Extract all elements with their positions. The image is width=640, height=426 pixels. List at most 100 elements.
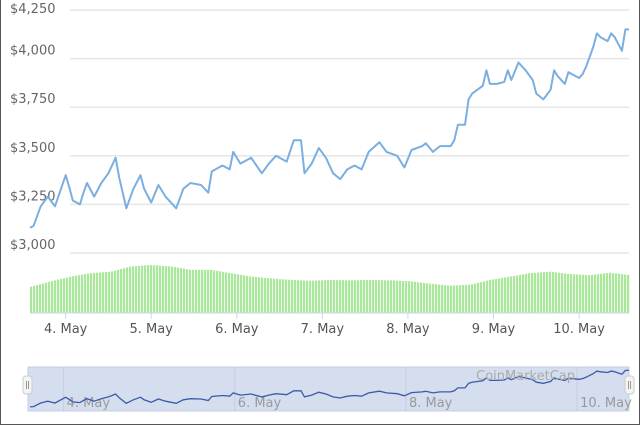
volume-bar	[597, 274, 600, 313]
volume-bar	[309, 280, 312, 313]
volume-bar	[201, 269, 204, 313]
volume-bar	[279, 279, 282, 313]
volume-bar	[393, 280, 396, 313]
navigator-handle-left[interactable]	[22, 375, 33, 395]
volume-bar	[546, 271, 549, 313]
volume-bar	[303, 280, 306, 313]
volume-bar	[147, 265, 150, 313]
volume-bar	[537, 272, 540, 313]
volume-bar	[381, 280, 384, 313]
volume-bar	[363, 280, 366, 313]
volume-bar	[66, 277, 69, 313]
volume-bar	[348, 280, 351, 313]
volume-bar	[276, 278, 279, 313]
navigator-tick-label: 6. May	[238, 396, 282, 411]
volume-bar	[72, 276, 75, 313]
volume-bar	[525, 273, 528, 313]
volume-bar	[462, 285, 465, 313]
volume-bar	[51, 281, 54, 313]
volume-bar	[81, 274, 84, 313]
volume-bar	[492, 279, 495, 313]
volume-bar	[297, 280, 300, 313]
volume-bar	[300, 280, 303, 313]
volume-bar	[222, 271, 225, 313]
volume-bar	[318, 280, 321, 313]
volume-bar	[414, 281, 417, 313]
volume-bar	[357, 280, 360, 313]
volume-bar	[285, 279, 288, 313]
navigator[interactable]: 4. May 6. May 8. May 10. May CoinMarketCap	[22, 366, 635, 412]
volume-bar	[243, 275, 246, 313]
volume-bar	[447, 285, 450, 313]
volume-bar	[225, 272, 228, 313]
volume-bar	[282, 279, 285, 313]
volume-bar	[480, 282, 483, 313]
volume-bar	[342, 280, 345, 313]
volume-bar	[450, 285, 453, 313]
volume-bar	[174, 267, 177, 313]
volume-bar	[486, 280, 489, 313]
volume-bar	[354, 280, 357, 313]
volume-bar	[42, 283, 45, 313]
volume-bar	[45, 282, 48, 313]
volume-bar	[528, 273, 531, 313]
volume-bar	[333, 279, 336, 313]
volume-bar	[489, 279, 492, 313]
volume-bar	[327, 280, 330, 313]
volume-bar	[54, 280, 57, 313]
volume-bar	[60, 278, 63, 313]
volume-bar	[99, 272, 102, 313]
volume-bar	[429, 283, 432, 313]
volume-bar	[204, 269, 207, 313]
volume-bar	[531, 273, 534, 313]
navigator-line	[29, 369, 629, 408]
volume-bar	[444, 285, 447, 313]
volume-bar	[477, 282, 480, 313]
volume-bar	[246, 275, 249, 313]
volume-bar	[291, 279, 294, 313]
volume-bar	[258, 277, 261, 313]
volume-bar	[411, 281, 414, 313]
volume-bar	[30, 286, 33, 313]
navigator-mask[interactable]	[27, 366, 630, 412]
volume-bar	[612, 273, 615, 313]
volume-bar	[324, 280, 327, 313]
volume-bar	[351, 280, 354, 313]
volume-bar	[579, 274, 582, 313]
volume-bar	[330, 279, 333, 313]
volume-bar	[516, 275, 519, 313]
volume-bar	[561, 273, 564, 313]
volume-bar	[36, 285, 39, 313]
volume-bar	[465, 284, 468, 313]
volume-bar	[294, 280, 297, 313]
navigator-handle-right[interactable]	[624, 375, 635, 395]
navigator-tick-label: 10. May	[580, 396, 632, 411]
y-tick-label: $3,000	[10, 238, 56, 253]
volume-bar	[159, 265, 162, 313]
volume-bar	[534, 272, 537, 313]
volume-bar	[408, 281, 411, 313]
volume-bar	[162, 265, 165, 313]
volume-bar	[129, 266, 132, 313]
volume-bars	[30, 265, 630, 313]
volume-bar	[273, 278, 276, 313]
volume-bar	[591, 274, 594, 313]
volume-bar	[84, 274, 87, 313]
volume-bar	[558, 272, 561, 313]
volume-bar	[510, 276, 513, 313]
volume-bar	[135, 266, 138, 313]
volume-bar	[207, 269, 210, 313]
volume-bar	[555, 272, 558, 313]
volume-bar	[141, 265, 144, 313]
volume-bar	[495, 278, 498, 313]
volume-bar	[582, 274, 585, 313]
volume-bar	[432, 283, 435, 313]
volume-bar	[306, 280, 309, 313]
volume-bar	[378, 280, 381, 313]
volume-bar	[423, 282, 426, 313]
volume-bar	[600, 273, 603, 313]
volume-bar	[48, 281, 51, 313]
volume-bar	[105, 272, 108, 313]
volume-bar	[102, 272, 105, 313]
